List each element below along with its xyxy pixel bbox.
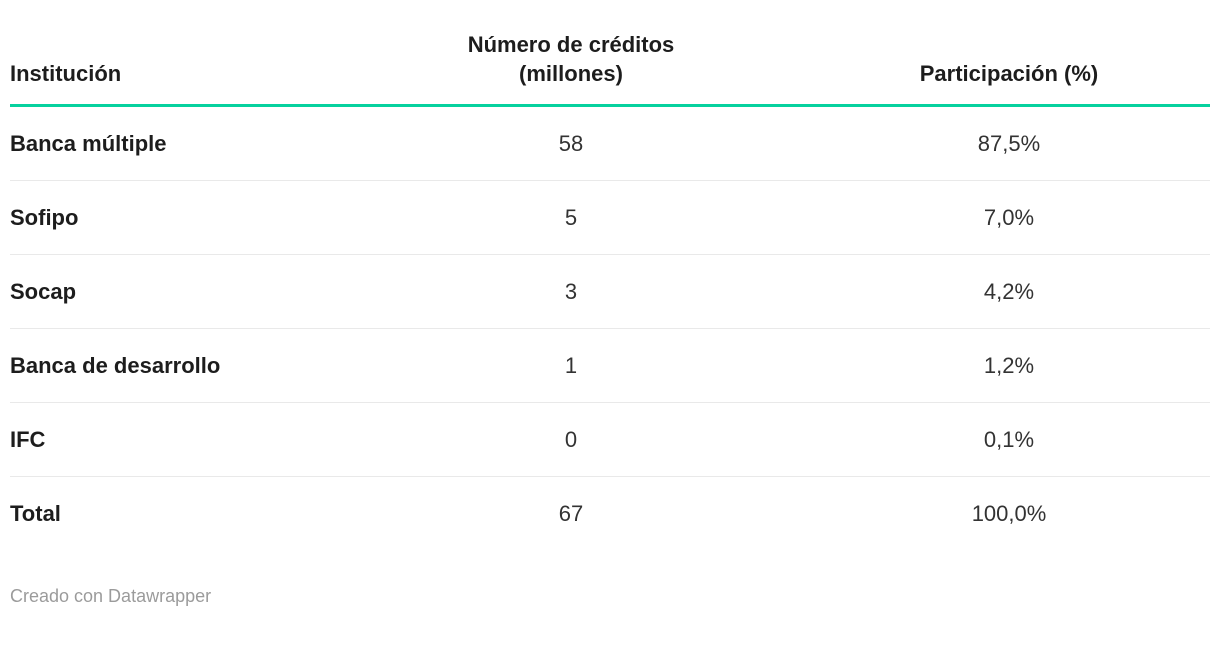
cell-share: 100,0% xyxy=(971,500,1047,526)
cell-share: 0,1% xyxy=(808,402,1210,477)
cell-credits: 58 xyxy=(334,105,808,181)
col-header-share: Participación (%) xyxy=(808,0,1210,107)
cell-institution: Sofipo xyxy=(10,180,334,255)
datawrapper-attribution[interactable]: Creado con Datawrapper xyxy=(10,586,212,606)
col-header-institution: Institución xyxy=(10,0,334,107)
col-header-credits: Número de créditos (millones) xyxy=(334,0,808,107)
cell-share: 1,2% xyxy=(808,328,1210,403)
cell-credits: 67 xyxy=(558,500,584,526)
table-body: Banca múltiple 58 87,5% Sofipo 5 7,0% So… xyxy=(10,105,1210,551)
institutions-table: Institución Número de créditos (millones… xyxy=(10,0,1210,550)
table-row: Sofipo 5 7,0% xyxy=(10,180,1210,255)
cell-institution: Banca múltiple xyxy=(10,105,334,181)
cell-institution: IFC xyxy=(10,402,334,477)
cell-institution: Banca de desarrollo xyxy=(10,328,334,403)
cell-institution: Socap xyxy=(10,254,334,329)
cell-institution: Total xyxy=(10,500,61,526)
col-header-credits-line1: Número de créditos xyxy=(467,32,675,57)
table-row: Banca de desarrollo 1 1,2% xyxy=(10,328,1210,403)
col-header-credits-line2: (millones) xyxy=(519,61,623,86)
cell-share: 7,0% xyxy=(808,180,1210,255)
cell-share: 4,2% xyxy=(808,254,1210,329)
table-footer: Creado con Datawrapper xyxy=(10,584,1210,609)
table-row: Socap 3 4,2% xyxy=(10,254,1210,329)
cell-credits: 0 xyxy=(334,402,808,477)
cell-credits: 1 xyxy=(334,328,808,403)
table-header: Institución Número de créditos (millones… xyxy=(10,0,1210,107)
cell-credits: 5 xyxy=(334,180,808,255)
cell-share: 87,5% xyxy=(808,105,1210,181)
header-row: Institución Número de créditos (millones… xyxy=(10,0,1210,107)
table-row: Banca múltiple 58 87,5% xyxy=(10,105,1210,181)
table-row-total: Total 67 100,0% xyxy=(10,477,1210,551)
table-row: IFC 0 0,1% xyxy=(10,402,1210,477)
cell-credits: 3 xyxy=(334,254,808,329)
